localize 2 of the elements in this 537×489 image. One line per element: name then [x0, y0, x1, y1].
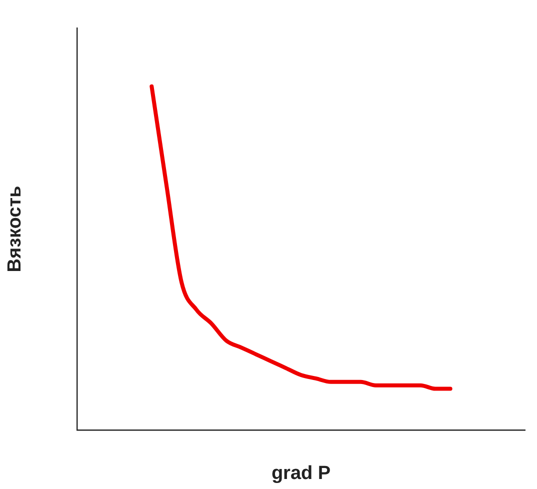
- y-axis-title: Вязкость: [4, 186, 26, 272]
- x-axis-title: grad P: [271, 462, 331, 484]
